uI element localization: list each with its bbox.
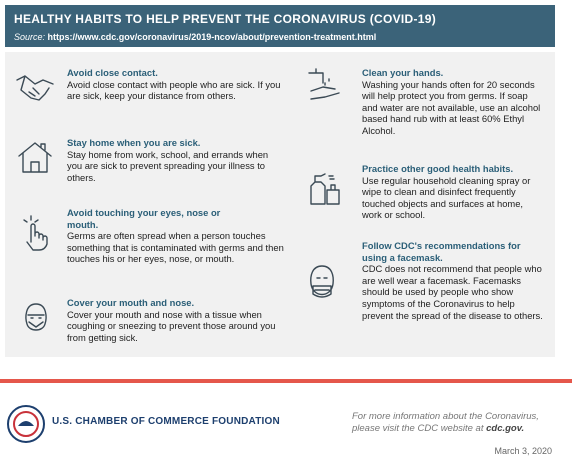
handwash-icon (308, 68, 340, 100)
tip-title: Follow CDC's recommendations for using a… (362, 240, 521, 263)
header: HEALTHY HABITS TO HELP PREVENT THE CORON… (5, 5, 555, 47)
source-url[interactable]: https://www.cdc.gov/coronavirus/2019-nco… (47, 32, 377, 42)
organization: U.S. CHAMBER OF COMMERCE FOUNDATION (52, 416, 280, 427)
tip-body: Germs are often spread when a person tou… (67, 230, 284, 265)
tip-body: Use regular household cleaning spray or … (362, 174, 531, 221)
cough-icon (25, 303, 47, 331)
tips-panel (5, 52, 555, 357)
tip-title: Avoid touching your eyes, nose or mouth. (67, 207, 221, 230)
tip-title: Cover your mouth and nose. (67, 297, 195, 308)
tip-title: Clean your hands. (362, 67, 444, 78)
note-text: For more information about the Coronavir… (352, 411, 539, 434)
handshake-icon (16, 75, 54, 101)
tip-body: Stay home from work, school, and errands… (67, 148, 269, 183)
logo (7, 405, 45, 443)
title: HEALTHY HABITS TO HELP PREVENT THE CORON… (14, 12, 437, 26)
tip: Stay home when you are sick. Stay home fr… (67, 137, 282, 183)
date: March 3, 2020 (494, 446, 552, 456)
source-label: Source: (14, 32, 46, 42)
tip-title: Practice other good health habits. (362, 163, 514, 174)
house-icon (18, 142, 52, 173)
tip-title: Avoid close contact. (67, 67, 158, 78)
tip: Clean your hands. Washing your hands ofte… (362, 67, 542, 137)
divider (0, 379, 572, 383)
tip: Follow CDC's recommendations for using a… (362, 240, 547, 321)
source: Source: https://www.cdc.gov/coronavirus/… (14, 32, 376, 42)
note-link[interactable]: cdc.gov. (486, 423, 525, 434)
tip-body: CDC does not recommend that people who a… (362, 263, 543, 321)
facemask-icon (310, 265, 334, 298)
touch-icon (23, 215, 48, 251)
footer-note: For more information about the Coronavir… (352, 411, 552, 435)
tip: Avoid close contact. Avoid close contact … (67, 67, 292, 102)
cleaning-icon (310, 173, 340, 205)
tip: Avoid touching your eyes, nose or mouth.… (67, 207, 295, 265)
tip-body: Cover your mouth and nose with a tissue … (67, 308, 276, 343)
tip: Cover your mouth and nose. Cover your mou… (67, 297, 289, 343)
tip-title: Stay home when you are sick. (67, 137, 201, 148)
tip-body: Avoid close contact with people who are … (67, 78, 281, 102)
tip: Practice other good health habits. Use re… (362, 163, 542, 221)
tip-body: Washing your hands often for 20 seconds … (362, 78, 541, 136)
